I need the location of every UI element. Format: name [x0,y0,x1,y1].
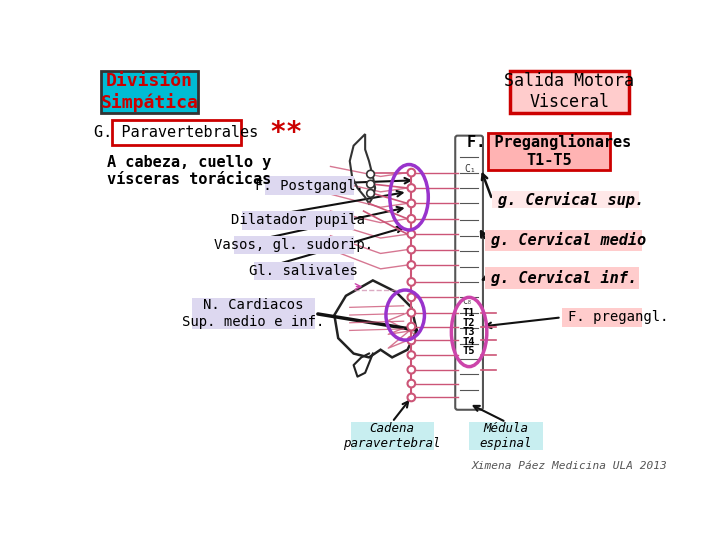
Circle shape [408,336,415,345]
Circle shape [408,394,415,401]
Text: Vasos, gl. sudorip.: Vasos, gl. sudorip. [215,238,374,252]
Circle shape [366,180,374,188]
Text: F. pregangl.: F. pregangl. [567,310,668,325]
FancyBboxPatch shape [469,422,543,450]
Text: N. Cardiacos
Sup. medio e inf.: N. Cardiacos Sup. medio e inf. [182,299,325,329]
Circle shape [408,323,415,330]
FancyBboxPatch shape [562,308,642,327]
Text: F. Preganglionares
T1-T5: F. Preganglionares T1-T5 [467,134,631,168]
FancyBboxPatch shape [455,136,483,410]
Circle shape [408,351,415,359]
Circle shape [408,309,415,316]
Text: C₈: C₈ [462,298,472,307]
FancyBboxPatch shape [492,191,639,208]
FancyBboxPatch shape [253,262,354,280]
Circle shape [408,246,415,253]
Text: División
Simpática: División Simpática [101,72,199,112]
Text: **: ** [269,119,302,146]
FancyBboxPatch shape [351,422,433,450]
Text: G. Paravertebrales: G. Paravertebrales [94,125,258,140]
Circle shape [408,278,415,286]
Circle shape [408,231,415,238]
Text: Ximena Páez Medicina ULA 2013: Ximena Páez Medicina ULA 2013 [472,461,667,471]
Circle shape [408,294,415,301]
FancyBboxPatch shape [488,132,610,170]
Text: T3: T3 [463,327,475,337]
Text: Médula
espinal: Médula espinal [480,422,532,450]
Circle shape [408,215,415,222]
Text: T1: T1 [463,308,475,318]
FancyBboxPatch shape [485,230,642,251]
FancyBboxPatch shape [242,211,354,230]
FancyBboxPatch shape [485,267,639,289]
Circle shape [408,168,415,177]
FancyBboxPatch shape [510,71,629,113]
FancyBboxPatch shape [265,177,354,195]
Text: T4: T4 [463,337,475,347]
Text: T5: T5 [463,346,475,356]
Text: Gl. salivales: Gl. salivales [249,264,358,278]
Circle shape [408,200,415,207]
Text: g. Cervical medio: g. Cervical medio [490,232,646,248]
Text: g. Cervical inf.: g. Cervical inf. [490,270,636,286]
Text: Salida Motora
Visceral: Salida Motora Visceral [504,72,634,111]
Circle shape [366,190,374,197]
Circle shape [366,170,374,178]
FancyBboxPatch shape [102,71,198,113]
FancyBboxPatch shape [234,236,354,254]
Text: F. Postgangl.: F. Postgangl. [255,179,364,193]
Text: Dilatador pupila: Dilatador pupila [231,213,365,227]
Circle shape [408,261,415,269]
Circle shape [408,380,415,387]
Text: T2: T2 [463,318,475,328]
Circle shape [408,366,415,374]
Text: A cabeza, cuello y
vísceras torácicas: A cabeza, cuello y vísceras torácicas [107,155,271,187]
Text: g. Cervical sup.: g. Cervical sup. [498,192,644,207]
Circle shape [408,184,415,192]
Text: Cadena
paravertebral: Cadena paravertebral [343,422,441,450]
FancyBboxPatch shape [112,120,241,145]
FancyBboxPatch shape [192,298,315,329]
Text: C₁: C₁ [465,164,477,174]
